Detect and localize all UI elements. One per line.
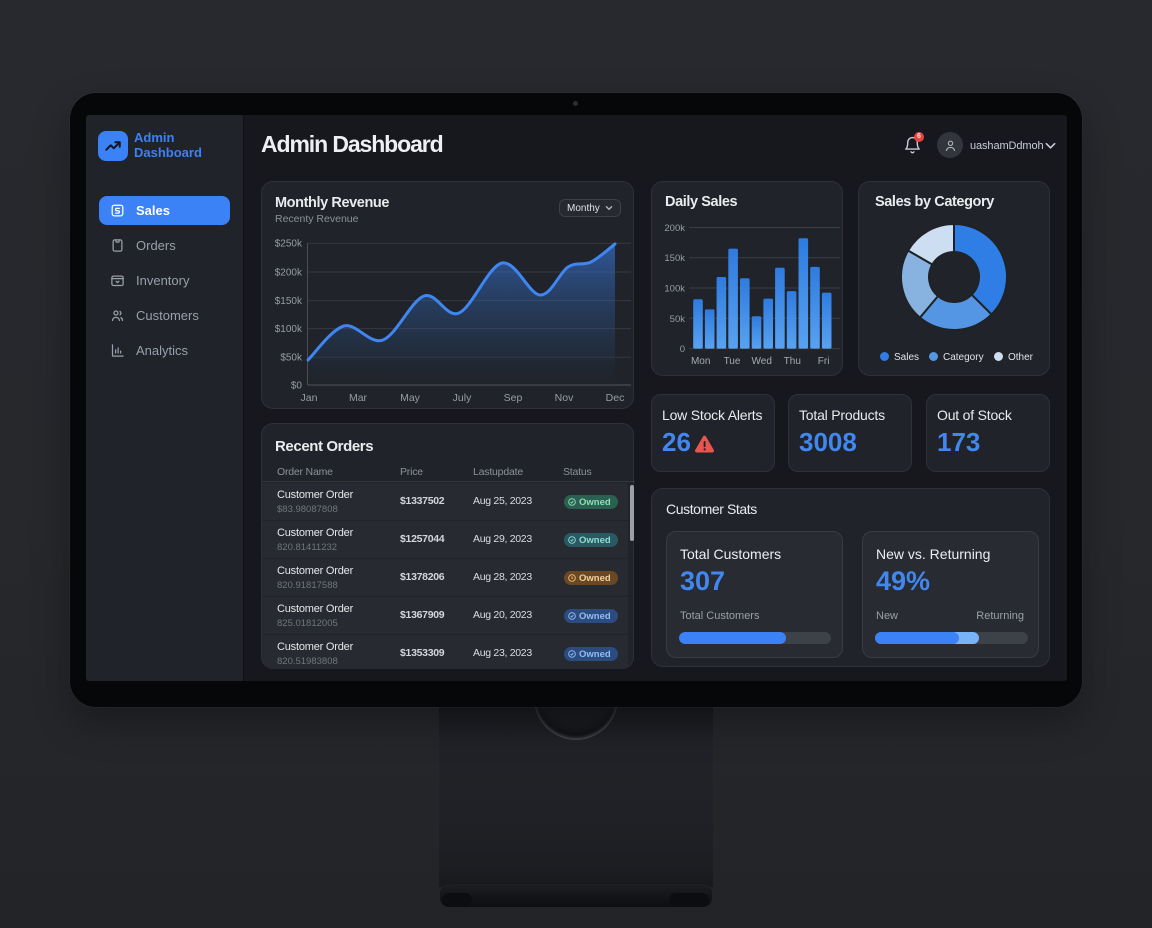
svg-text:$50k: $50k <box>280 353 303 364</box>
svg-text:May: May <box>400 392 421 404</box>
svg-text:$100k: $100k <box>275 324 303 335</box>
svg-text:Fri: Fri <box>818 356 830 367</box>
svg-text:Tue: Tue <box>724 356 741 367</box>
svg-text:0: 0 <box>680 344 685 355</box>
svg-text:Mon: Mon <box>691 356 710 367</box>
svg-text:July: July <box>453 392 472 404</box>
svg-text:200k: 200k <box>664 223 685 234</box>
svg-text:$200k: $200k <box>275 268 303 279</box>
svg-text:150k: 150k <box>664 253 685 264</box>
svg-text:Nov: Nov <box>555 392 574 404</box>
svg-text:$150k: $150k <box>275 296 303 307</box>
svg-text:Sep: Sep <box>504 392 523 404</box>
svg-text:100k: 100k <box>664 284 685 295</box>
svg-text:Wed: Wed <box>752 356 772 367</box>
svg-text:Jan: Jan <box>301 392 318 404</box>
svg-text:$0: $0 <box>291 381 303 392</box>
svg-text:Dec: Dec <box>606 392 625 404</box>
svg-text:Thu: Thu <box>784 356 801 367</box>
svg-text:50k: 50k <box>670 314 686 325</box>
svg-text:Mar: Mar <box>349 392 368 404</box>
svg-text:$250k: $250k <box>275 239 303 250</box>
